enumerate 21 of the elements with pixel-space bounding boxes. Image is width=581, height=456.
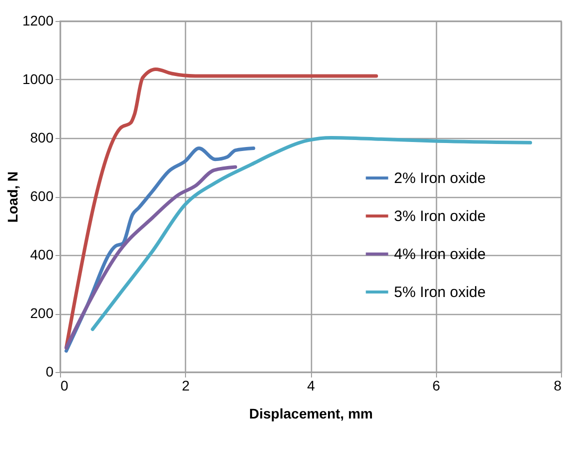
y-tick-label: 1000 (22, 71, 54, 87)
line-series (90, 136, 532, 332)
x-tick-label: 2 (182, 378, 190, 394)
legend-label: 5% Iron oxide (394, 284, 486, 301)
legend-label: 2% Iron oxide (394, 170, 486, 187)
y-tick-label: 400 (30, 246, 54, 262)
line-series (64, 68, 378, 350)
y-tick-label: 200 (30, 305, 54, 321)
x-tick-label: 0 (60, 378, 68, 394)
x-tick-label: 8 (554, 378, 562, 394)
x-axis-title: Displacement, mm (249, 406, 373, 422)
y-axis-title: Load, N (4, 171, 20, 223)
y-tick-label: 0 (46, 364, 54, 380)
legend-label: 3% Iron oxide (394, 208, 486, 225)
x-tick-label: 6 (432, 378, 440, 394)
x-tick-label: 4 (307, 378, 316, 394)
y-tick-label: 600 (30, 188, 54, 204)
y-tick-label: 800 (30, 130, 54, 146)
legend-label: 4% Iron oxide (394, 246, 486, 263)
y-tick-label: 1200 (22, 12, 54, 28)
line-series (64, 165, 238, 350)
